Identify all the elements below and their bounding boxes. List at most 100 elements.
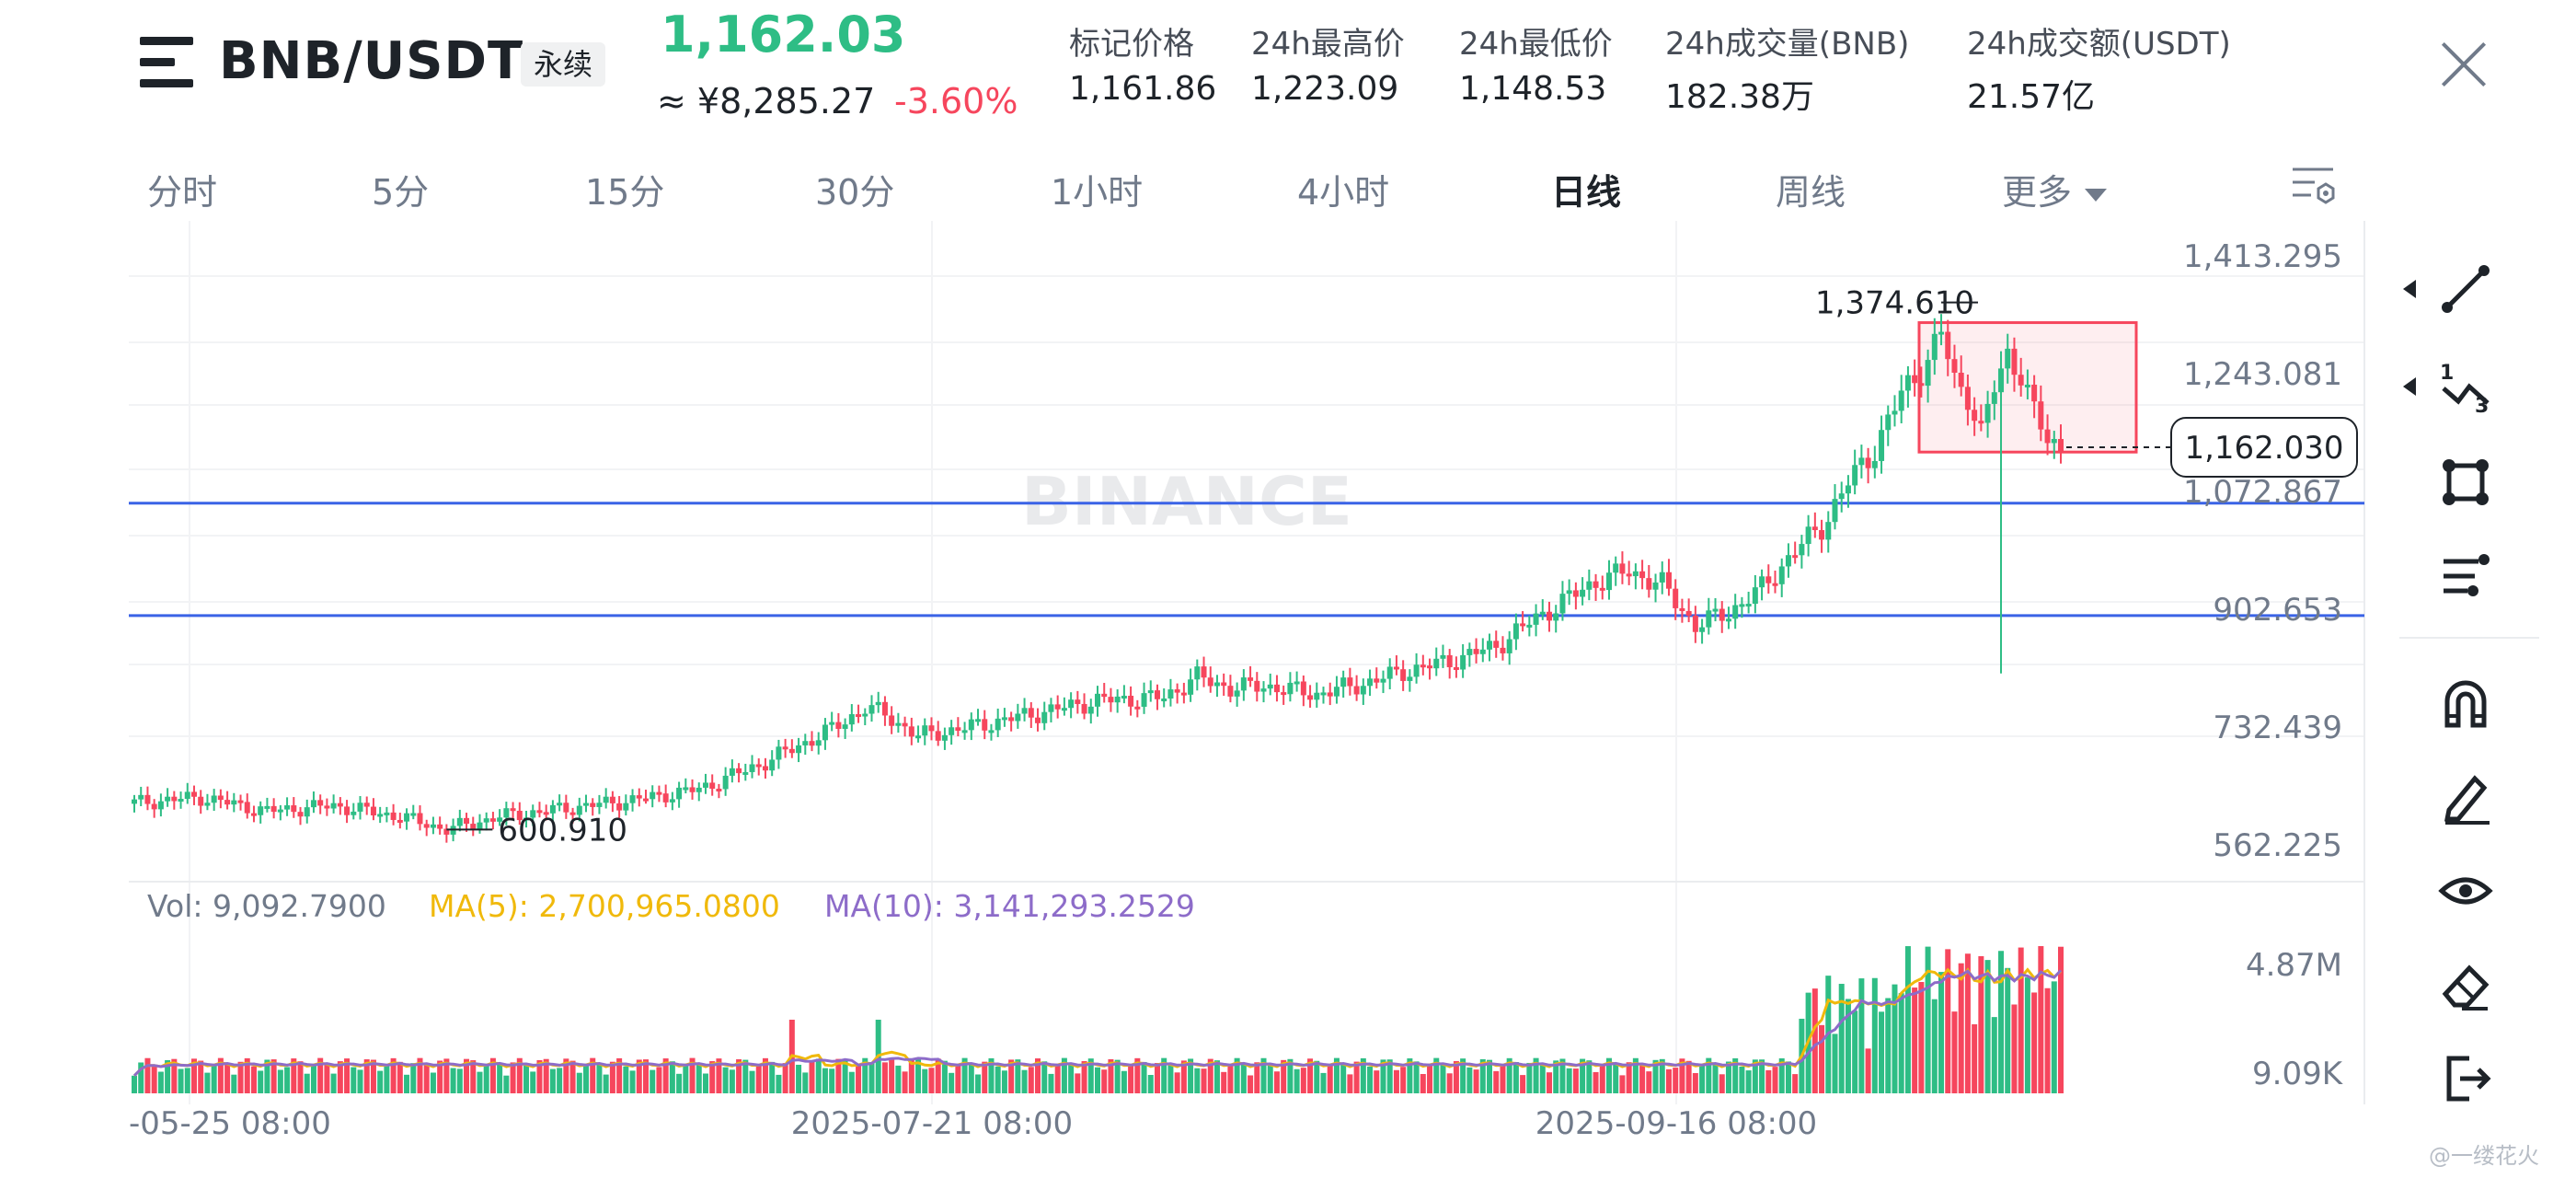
volume-bar: [1068, 1064, 1075, 1093]
volume-bar: [842, 1060, 848, 1093]
candle-body: [868, 705, 875, 714]
candle-body: [669, 799, 675, 803]
trendline-icon[interactable]: [2438, 261, 2493, 317]
volume-bar: [1314, 1060, 1320, 1093]
candle-body: [330, 803, 337, 809]
candle-body: [1161, 699, 1167, 702]
pencil-icon[interactable]: [2438, 769, 2493, 825]
volume-bar: [1061, 1057, 1067, 1093]
volume-bar: [955, 1064, 961, 1093]
volume-bar: [489, 1057, 496, 1093]
candle-body: [2058, 438, 2064, 452]
volume-bar: [1679, 1058, 1685, 1093]
tab-5m[interactable]: 5分: [372, 172, 430, 213]
volume-bar: [304, 1073, 310, 1093]
candle-body: [1945, 331, 1951, 360]
price-axis: 1,413.295 1,243.081 1,072.867 902.653 732.43…: [2183, 238, 2344, 1092]
eye-icon[interactable]: [2438, 863, 2493, 918]
volume-bar: [856, 1065, 862, 1093]
stat-value-turnover: 21.57亿: [1967, 78, 2096, 116]
volume-bar: [1294, 1068, 1300, 1093]
ma5-line: [132, 967, 2063, 1077]
volume-bar: [769, 1061, 776, 1093]
candle-body: [297, 812, 304, 817]
volume-bar: [437, 1060, 443, 1093]
volume-bar: [1832, 1034, 1838, 1093]
candle-body: [1054, 704, 1061, 710]
candle-body: [1512, 623, 1519, 640]
volume-bar: [1008, 1059, 1015, 1093]
volume-bar: [1234, 1057, 1240, 1093]
volume-bar: [351, 1067, 357, 1093]
candle-body: [2024, 384, 2030, 387]
volume-bar: [2018, 947, 2024, 1093]
tab-weekly[interactable]: 周线: [1776, 172, 1846, 213]
volume-bar: [689, 1057, 696, 1093]
volume-bar: [1254, 1062, 1260, 1093]
volume-bar: [1134, 1057, 1141, 1093]
tab-1h[interactable]: 1小时: [1051, 172, 1144, 213]
expand-arrow-icon[interactable]: [2403, 280, 2416, 298]
volume-bar: [470, 1060, 477, 1093]
volume-bar: [596, 1063, 603, 1093]
volume-bar: [1095, 1067, 1100, 1093]
shape-icon[interactable]: [2438, 455, 2493, 510]
candle-body: [1320, 692, 1327, 696]
candle-body: [198, 796, 204, 806]
volume-bar: [1998, 951, 2005, 1093]
volume-bar: [642, 1059, 649, 1093]
candle-body: [423, 824, 430, 828]
volume-bar: [317, 1057, 324, 1093]
close-icon[interactable]: [2440, 40, 2488, 88]
tab-15m[interactable]: 15分: [585, 172, 665, 213]
expand-arrow-icon[interactable]: [2403, 377, 2416, 396]
indicator-icon[interactable]: [2438, 549, 2493, 604]
tab-4h[interactable]: 4小时: [1297, 172, 1390, 213]
candle-body: [1487, 641, 1493, 650]
candle-body: [1267, 684, 1273, 689]
candle-body: [809, 741, 815, 746]
candle-body: [344, 806, 351, 815]
candle-body: [317, 800, 324, 806]
volume-bar: [736, 1058, 742, 1093]
candlestick-chart[interactable]: BINANCE 1,413.295 1,243.081 1,072.867 902.6…: [0, 221, 2392, 1141]
volume-bar: [1958, 963, 1964, 1093]
volume-bar: [1553, 1060, 1559, 1093]
tab-daily[interactable]: 日线: [1551, 172, 1622, 213]
candle-body: [1871, 460, 1878, 468]
tab-30m[interactable]: 30分: [815, 172, 895, 213]
candle-body: [237, 800, 244, 803]
price-tick-label: 1,243.081: [2183, 356, 2342, 393]
volume-bar: [709, 1061, 716, 1093]
volume-bar: [902, 1071, 908, 1093]
volume-bar: [1964, 953, 1971, 1093]
date-tick-label: 2025-07-21 08:00: [791, 1105, 1073, 1141]
magnet-icon[interactable]: [2438, 676, 2493, 731]
candle-body: [536, 810, 543, 814]
volume-bar: [1386, 1059, 1393, 1093]
candle-body: [1613, 563, 1619, 573]
candle-body: [2051, 438, 2057, 444]
candle-body: [443, 828, 450, 835]
menu-icon[interactable]: [140, 37, 193, 88]
candle-body: [1121, 696, 1127, 699]
volume-bar: [151, 1065, 157, 1093]
candle-body: [1075, 699, 1081, 704]
candle-body: [483, 818, 489, 823]
eraser-icon[interactable]: [2438, 957, 2493, 1012]
candle-body: [1207, 677, 1213, 687]
volume-bar: [237, 1061, 244, 1093]
candle-body: [895, 722, 902, 726]
symbol-title[interactable]: BNB/USDT: [219, 31, 524, 91]
volume-bar: [1407, 1058, 1413, 1093]
volume-bar: [1273, 1071, 1280, 1093]
volume-bar: [536, 1059, 543, 1093]
chart-settings-icon[interactable]: [2291, 164, 2337, 208]
tab-more[interactable]: 更多: [2002, 164, 2108, 214]
volume-bar: [1307, 1058, 1314, 1093]
candle-body: [1287, 682, 1294, 695]
exit-icon[interactable]: [2438, 1051, 2493, 1106]
tab-timeline[interactable]: 分时: [147, 172, 218, 213]
candle-body: [503, 808, 510, 818]
